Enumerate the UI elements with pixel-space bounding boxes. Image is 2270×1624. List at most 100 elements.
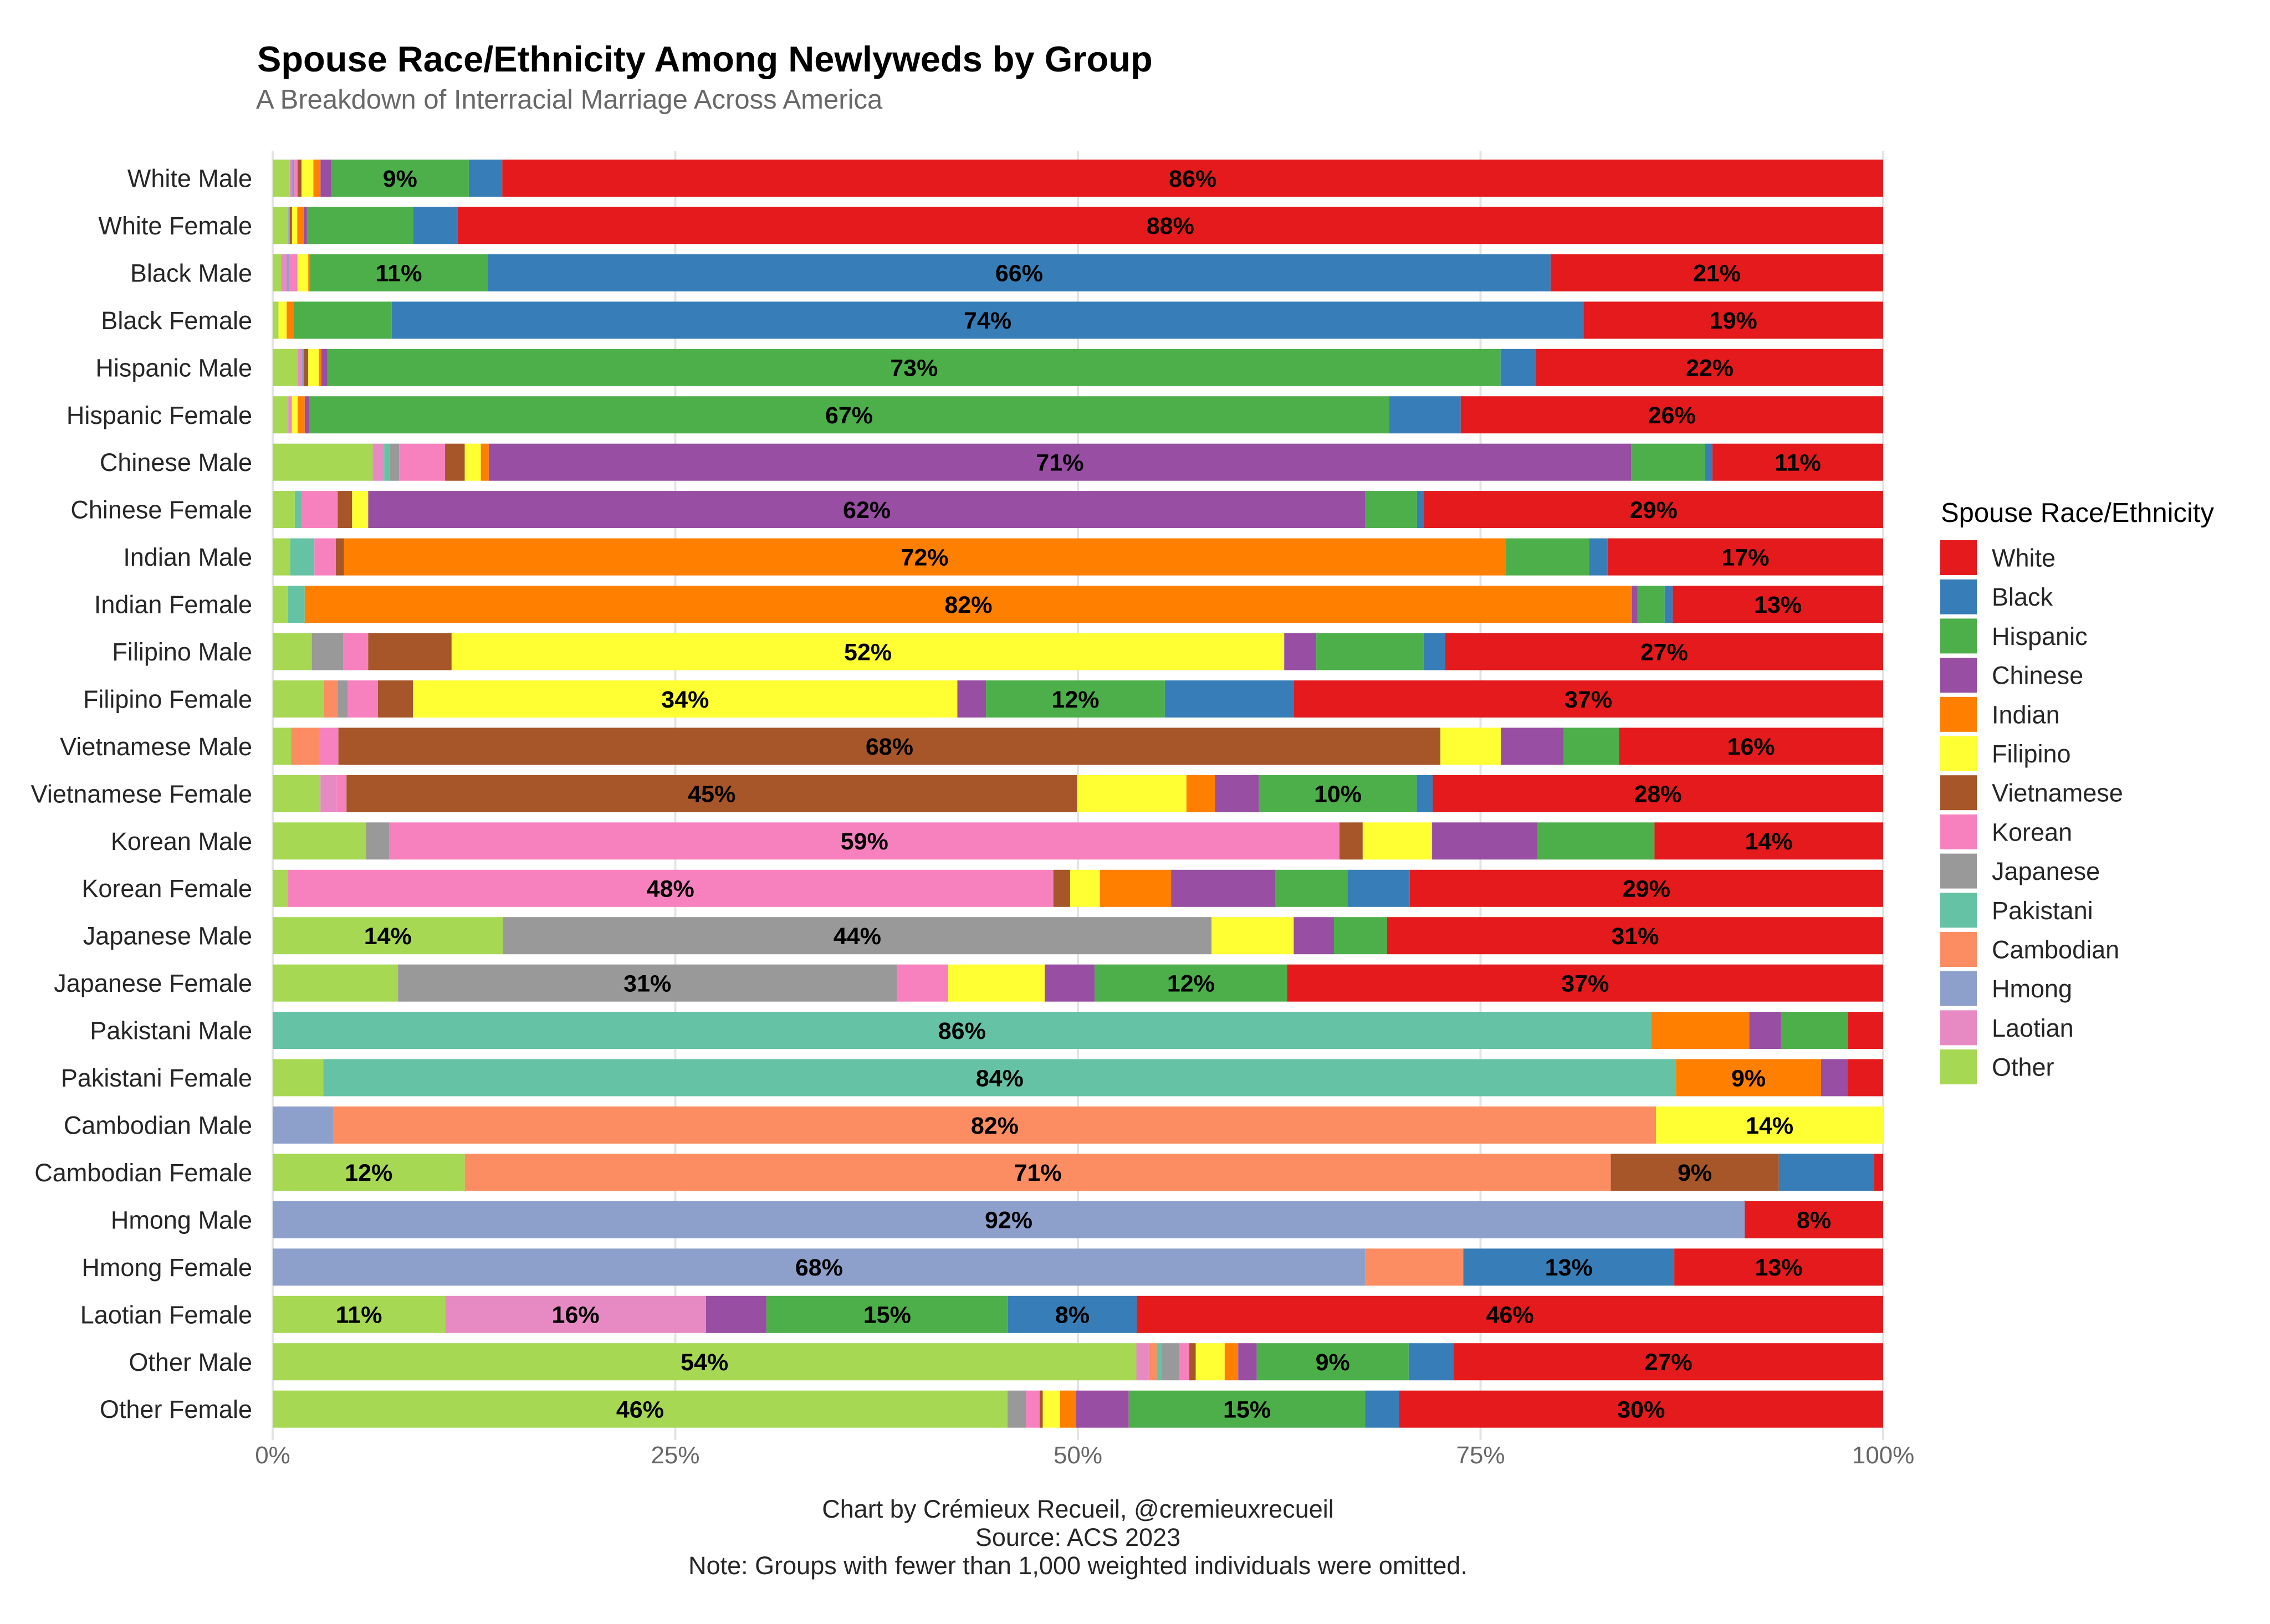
svg-text:9%: 9% — [383, 166, 417, 192]
svg-text:25%: 25% — [651, 1442, 699, 1469]
svg-text:Other Female: Other Female — [100, 1395, 252, 1423]
svg-text:Laotian: Laotian — [1992, 1014, 2074, 1042]
svg-text:31%: 31% — [1611, 923, 1659, 950]
svg-text:14%: 14% — [364, 923, 412, 950]
svg-text:13%: 13% — [1545, 1254, 1593, 1281]
svg-text:Source: ACS 2023: Source: ACS 2023 — [975, 1523, 1180, 1551]
svg-text:Japanese Male: Japanese Male — [83, 922, 252, 950]
svg-text:100%: 100% — [1852, 1442, 1915, 1469]
svg-text:72%: 72% — [901, 544, 948, 571]
svg-text:17%: 17% — [1721, 544, 1769, 571]
svg-text:27%: 27% — [1640, 639, 1688, 665]
svg-text:Pakistani Male: Pakistani Male — [90, 1017, 252, 1045]
svg-text:28%: 28% — [1634, 781, 1681, 808]
svg-text:12%: 12% — [345, 1160, 392, 1186]
svg-text:50%: 50% — [1054, 1442, 1102, 1469]
svg-text:Black Male: Black Male — [130, 259, 252, 287]
svg-text:12%: 12% — [1167, 971, 1215, 997]
svg-text:Chinese: Chinese — [1992, 662, 2083, 690]
svg-text:Korean Female: Korean Female — [81, 874, 252, 903]
svg-text:White: White — [1992, 544, 2056, 572]
svg-text:27%: 27% — [1645, 1349, 1693, 1376]
svg-text:11%: 11% — [336, 1302, 382, 1329]
svg-text:Hispanic Male: Hispanic Male — [95, 354, 252, 382]
svg-text:Chinese Male: Chinese Male — [100, 448, 252, 477]
svg-text:44%: 44% — [834, 923, 881, 950]
svg-text:Chart by Crémieux Recueil, @cr: Chart by Crémieux Recueil, @cremieuxrecu… — [822, 1495, 1334, 1523]
svg-text:Filipino Male: Filipino Male — [112, 638, 252, 666]
svg-text:15%: 15% — [1223, 1397, 1271, 1423]
svg-text:19%: 19% — [1710, 308, 1757, 334]
svg-text:White Female: White Female — [98, 212, 252, 240]
svg-text:11%: 11% — [376, 260, 422, 287]
svg-text:White Male: White Male — [127, 165, 252, 193]
svg-text:21%: 21% — [1693, 260, 1741, 287]
svg-text:Pakistani Female: Pakistani Female — [61, 1064, 252, 1092]
svg-text:Black Female: Black Female — [101, 306, 252, 335]
svg-text:86%: 86% — [938, 1018, 986, 1044]
svg-text:A Breakdown of Interracial Mar: A Breakdown of Interracial Marriage Acro… — [256, 85, 883, 115]
svg-text:Cambodian Female: Cambodian Female — [34, 1159, 252, 1187]
svg-text:Pakistani: Pakistani — [1992, 896, 2093, 925]
svg-text:Cambodian Male: Cambodian Male — [64, 1111, 252, 1140]
svg-text:Filipino Female: Filipino Female — [83, 685, 252, 714]
svg-text:59%: 59% — [841, 828, 888, 855]
svg-text:11%: 11% — [1775, 450, 1821, 477]
svg-text:14%: 14% — [1746, 1113, 1793, 1139]
svg-text:Other: Other — [1992, 1053, 2054, 1082]
svg-text:Black: Black — [1992, 583, 2053, 611]
svg-text:Filipino: Filipino — [1992, 740, 2071, 768]
svg-text:Hispanic: Hispanic — [1992, 622, 2088, 650]
svg-text:Vietnamese: Vietnamese — [1992, 779, 2123, 807]
svg-text:45%: 45% — [688, 781, 735, 808]
svg-text:Hispanic Female: Hispanic Female — [67, 401, 252, 429]
svg-text:37%: 37% — [1561, 971, 1609, 997]
svg-text:62%: 62% — [843, 497, 891, 524]
svg-text:Indian Female: Indian Female — [94, 591, 252, 619]
svg-text:Laotian Female: Laotian Female — [80, 1300, 252, 1329]
svg-text:82%: 82% — [971, 1113, 1019, 1139]
svg-text:71%: 71% — [1036, 450, 1083, 477]
svg-text:75%: 75% — [1456, 1442, 1505, 1469]
svg-text:15%: 15% — [863, 1302, 911, 1329]
svg-text:9%: 9% — [1731, 1065, 1766, 1092]
svg-text:Japanese: Japanese — [1992, 857, 2100, 885]
svg-text:52%: 52% — [844, 639, 892, 665]
svg-text:26%: 26% — [1648, 402, 1696, 429]
svg-text:71%: 71% — [1014, 1160, 1062, 1186]
svg-text:73%: 73% — [890, 355, 938, 382]
svg-text:Cambodian: Cambodian — [1992, 936, 2119, 964]
svg-text:16%: 16% — [1727, 734, 1775, 760]
svg-text:48%: 48% — [647, 876, 694, 903]
svg-text:54%: 54% — [681, 1349, 728, 1376]
svg-text:34%: 34% — [661, 687, 709, 713]
svg-text:13%: 13% — [1754, 592, 1802, 618]
svg-text:92%: 92% — [985, 1207, 1032, 1234]
svg-text:88%: 88% — [1147, 213, 1194, 239]
svg-text:46%: 46% — [1486, 1302, 1534, 1329]
svg-text:82%: 82% — [944, 592, 992, 618]
svg-text:46%: 46% — [616, 1397, 664, 1423]
svg-text:14%: 14% — [1745, 828, 1793, 855]
svg-text:12%: 12% — [1051, 687, 1099, 713]
svg-text:Hmong: Hmong — [1992, 975, 2072, 1003]
svg-text:29%: 29% — [1623, 876, 1670, 903]
svg-text:Indian Male: Indian Male — [123, 543, 252, 571]
svg-text:67%: 67% — [825, 402, 873, 429]
svg-text:16%: 16% — [552, 1302, 600, 1329]
svg-text:8%: 8% — [1055, 1302, 1090, 1329]
svg-text:66%: 66% — [995, 260, 1043, 287]
svg-text:Vietnamese Female: Vietnamese Female — [31, 780, 252, 808]
svg-text:37%: 37% — [1565, 687, 1612, 713]
svg-text:31%: 31% — [623, 971, 671, 997]
svg-text:Spouse Race/Ethnicity Among Ne: Spouse Race/Ethnicity Among Newlyweds by… — [257, 39, 1153, 79]
svg-text:Other Male: Other Male — [129, 1348, 252, 1376]
svg-text:8%: 8% — [1797, 1207, 1831, 1234]
svg-text:Vietnamese Male: Vietnamese Male — [60, 732, 252, 761]
svg-text:Hmong Male: Hmong Male — [111, 1206, 252, 1234]
svg-text:68%: 68% — [795, 1254, 843, 1281]
svg-text:0%: 0% — [255, 1442, 290, 1469]
svg-text:84%: 84% — [976, 1065, 1024, 1092]
svg-text:Indian: Indian — [1992, 700, 2060, 729]
svg-text:68%: 68% — [866, 734, 913, 760]
